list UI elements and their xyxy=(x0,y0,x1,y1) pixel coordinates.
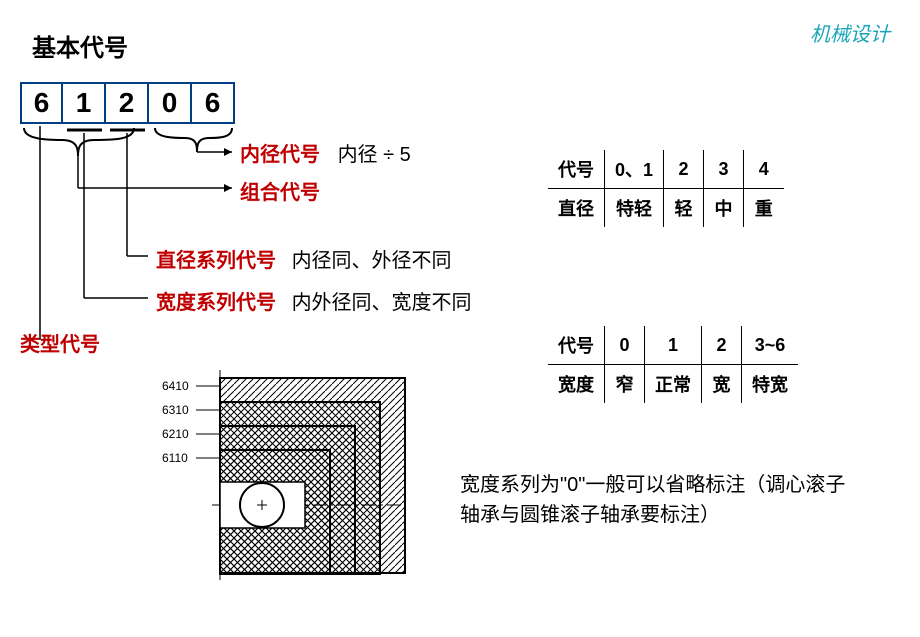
dia-series-label: 直径系列代号 xyxy=(156,250,276,272)
dia-tbl-c1-1: 2 xyxy=(664,150,704,189)
dia-tbl-c1-2: 3 xyxy=(704,150,744,189)
code-digit-1: 1 xyxy=(63,82,106,124)
dia-series-text: 内径同、外径不同 xyxy=(292,250,452,272)
bearing-label-0: 6410 xyxy=(162,379,189,393)
wid-tbl-c1-1: 1 xyxy=(645,326,702,365)
wid-tbl-c2-1: 正常 xyxy=(645,365,702,404)
code-boxes: 6 1 2 0 6 xyxy=(20,82,235,124)
width-series-row: 宽度系列代号 内外径同、宽度不同 xyxy=(156,286,472,315)
code-digit-4: 6 xyxy=(192,82,235,124)
dia-tbl-c2-2: 中 xyxy=(704,189,744,228)
dia-tbl-c2-3: 重 xyxy=(744,189,784,228)
course-label: 机械设计 xyxy=(810,18,890,47)
wid-tbl-c1-3: 3~6 xyxy=(742,326,799,365)
dia-tbl-c1-0: 0、1 xyxy=(605,150,664,189)
combo-label: 组合代号 xyxy=(240,176,320,205)
type-code-label: 类型代号 xyxy=(20,328,100,357)
wid-tbl-c1-0: 0 xyxy=(605,326,645,365)
bore-code-row: 内径代号 内径 ÷ 5 xyxy=(240,138,411,167)
wid-tbl-c1-2: 2 xyxy=(702,326,742,365)
dia-tbl-h1: 代号 xyxy=(548,150,605,189)
footnote: 宽度系列为"0"一般可以省略标注（调心滚子轴承与圆锥滚子轴承要标注） xyxy=(460,470,860,530)
wid-tbl-h1: 代号 xyxy=(548,326,605,365)
wid-tbl-c2-2: 宽 xyxy=(702,365,742,404)
page-title: 基本代号 xyxy=(32,28,128,63)
bearing-label-1: 6310 xyxy=(162,403,189,417)
dia-tbl-c1-3: 4 xyxy=(744,150,784,189)
dia-tbl-c2-0: 特轻 xyxy=(605,189,664,228)
wid-tbl-c2-3: 特宽 xyxy=(742,365,799,404)
bearing-label-3: 6110 xyxy=(162,451,188,465)
width-series-text: 内外径同、宽度不同 xyxy=(292,292,472,314)
code-digit-3: 0 xyxy=(149,82,192,124)
bearing-label-2: 6210 xyxy=(162,427,189,441)
width-table: 代号 0 1 2 3~6 宽度 窄 正常 宽 特宽 xyxy=(548,326,798,403)
dia-series-row: 直径系列代号 内径同、外径不同 xyxy=(156,244,452,273)
width-series-label: 宽度系列代号 xyxy=(156,292,276,314)
diameter-table: 代号 0、1 2 3 4 直径 特轻 轻 中 重 xyxy=(548,150,784,227)
dia-tbl-h2: 直径 xyxy=(548,189,605,228)
wid-tbl-c2-0: 窄 xyxy=(605,365,645,404)
bearing-cross-section: 6410 6310 6210 6110 xyxy=(150,370,410,580)
wid-tbl-h2: 宽度 xyxy=(548,365,605,404)
code-digit-2: 2 xyxy=(106,82,149,124)
bore-code-text: 内径 ÷ 5 xyxy=(338,144,411,166)
dia-tbl-c2-1: 轻 xyxy=(664,189,704,228)
code-digit-0: 6 xyxy=(20,82,63,124)
bore-code-label: 内径代号 xyxy=(240,144,320,166)
